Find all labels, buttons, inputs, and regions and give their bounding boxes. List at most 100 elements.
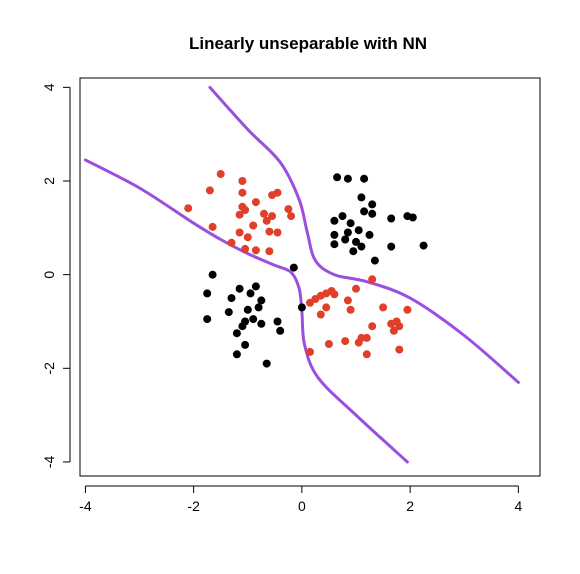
point-black [357,193,366,202]
point-black [370,256,379,265]
point-red [273,228,282,237]
point-black [254,303,263,312]
point-red [241,206,250,214]
point-red [306,298,314,307]
point-red [389,326,398,335]
point-black [232,350,241,359]
point-black [227,294,236,303]
x-axis: -4 -2 0 2 4 [79,485,522,514]
point-red [403,305,412,314]
x-tick-label: 0 [298,498,306,514]
point-black [224,308,233,317]
point-red [260,209,268,218]
point-red [395,322,404,331]
point-black [289,263,298,272]
point-red [330,290,339,299]
point-black [297,303,306,312]
data-points [184,170,428,368]
point-red [243,233,252,242]
point-red [216,170,225,178]
point-red [208,222,217,231]
point-red [368,275,377,284]
point-black [330,230,339,239]
point-red [249,221,258,230]
point-black [357,242,366,251]
point-red [262,216,271,225]
x-tick-label: -2 [187,498,200,514]
point-red [316,310,325,319]
point-black [341,235,350,244]
point-red [238,177,247,185]
point-black [257,319,266,328]
point-black [235,284,244,293]
point-black [249,315,258,324]
point-red [238,188,247,197]
point-red [235,228,244,237]
point-red [273,188,282,197]
y-tick-label: -4 [41,456,57,469]
point-red [265,227,274,236]
point-red [379,303,388,312]
x-tick-label: -4 [79,498,92,514]
point-black [330,216,339,225]
boundary-curve-1 [83,158,409,464]
point-red [387,319,396,328]
point-black [387,242,396,251]
point-red [341,337,350,346]
point-black [203,315,212,324]
point-black [208,270,217,279]
point-red [205,186,214,195]
point-black [238,322,247,331]
point-red [268,212,277,221]
point-red [395,345,404,354]
point-black [203,289,212,298]
point-red [306,347,314,356]
point-black [354,226,363,235]
point-red [343,296,352,305]
point-black [246,289,255,298]
y-tick-label: 2 [41,177,57,185]
point-black [330,240,339,249]
point-red [227,238,236,247]
point-red [287,212,296,221]
point-red [368,322,377,331]
y-tick-label: 4 [41,83,57,91]
point-red [184,204,193,213]
point-red [362,350,371,359]
point-black [360,174,369,183]
point-black [408,213,417,222]
boundary-curve-2 [208,85,520,384]
point-black [368,209,377,218]
point-black [387,214,396,223]
point-black [273,317,282,326]
point-red [324,340,333,348]
point-black [365,230,374,239]
point-black [343,228,352,237]
point-red [251,246,260,255]
point-red [284,205,293,214]
point-black [343,174,352,183]
point-black [419,241,428,250]
point-black [243,305,252,314]
point-black [232,329,241,338]
point-black [352,237,360,246]
point-black [368,200,377,209]
point-red [352,284,360,293]
point-black [360,207,369,216]
x-tick-label: 4 [514,498,522,514]
point-black [251,282,260,291]
point-black [338,212,347,221]
chart-title: Linearly unseparable with NN [189,34,427,53]
y-tick-label: -2 [41,362,57,375]
point-black [262,359,271,368]
plot-frame [79,77,541,477]
point-red [251,198,260,207]
point-red [346,305,355,314]
x-tick-label: 2 [406,498,414,514]
point-black [333,173,342,182]
point-red [322,303,331,312]
point-black [241,340,250,349]
point-black [276,326,285,335]
point-red [357,333,366,342]
